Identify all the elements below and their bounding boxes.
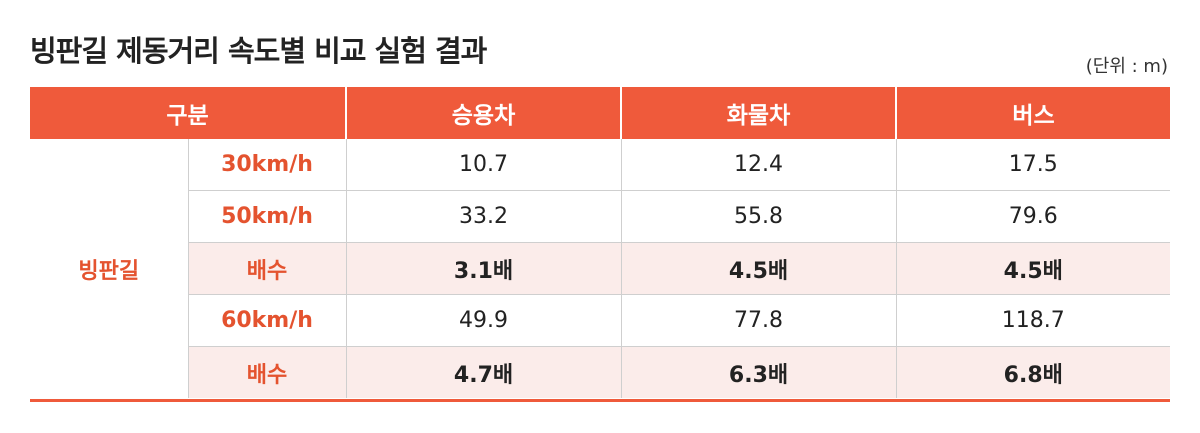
header-row: 구분 승용차 화물차 버스 [30, 87, 1171, 139]
ratio-row: 배수 3.1배 4.5배 4.5배 [30, 242, 1171, 295]
chart-title: 빙판길 제동거리 속도별 비교 실험 결과 [30, 34, 487, 68]
table-cell: 6.8배 [895, 346, 1171, 398]
row-label: 60km/h [187, 294, 347, 347]
ratio-row: 배수 4.7배 6.3배 6.8배 [30, 346, 1171, 398]
table-row: 50km/h 33.2 55.8 79.6 [30, 190, 1171, 243]
table-cell: 4.5배 [620, 242, 897, 295]
group-label: 빙판길 [30, 139, 188, 398]
table-row: 60km/h 49.9 77.8 118.7 [30, 294, 1171, 347]
table-cell: 77.8 [620, 294, 897, 347]
row-label: 50km/h [187, 190, 347, 243]
header-bus: 버스 [895, 87, 1171, 139]
header-category: 구분 [30, 87, 347, 139]
braking-distance-table: 구분 승용차 화물차 버스 빙판길 30km/h 10.7 12.4 17.5 … [30, 87, 1171, 398]
table-cell: 12.4 [620, 139, 897, 191]
table-cell: 3.1배 [345, 242, 622, 295]
row-label: 배수 [187, 346, 347, 398]
table-cell: 4.7배 [345, 346, 622, 398]
header-truck: 화물차 [620, 87, 897, 139]
table-cell: 4.5배 [895, 242, 1171, 295]
row-label: 배수 [187, 242, 347, 295]
table-cell: 6.3배 [620, 346, 897, 398]
unit-label: (단위 : m) [1085, 56, 1168, 77]
table-cell: 79.6 [895, 190, 1171, 243]
table-cell: 49.9 [345, 294, 622, 347]
table-row: 빙판길 30km/h 10.7 12.4 17.5 [30, 139, 1171, 398]
table-cell: 10.7 [345, 139, 622, 191]
header-car: 승용차 [345, 87, 622, 139]
table-cell: 33.2 [345, 190, 622, 243]
table-cell: 17.5 [895, 139, 1171, 191]
bottom-rule [30, 399, 1170, 402]
table-cell: 55.8 [620, 190, 897, 243]
row-label: 30km/h [187, 139, 347, 191]
table-cell: 118.7 [895, 294, 1171, 347]
